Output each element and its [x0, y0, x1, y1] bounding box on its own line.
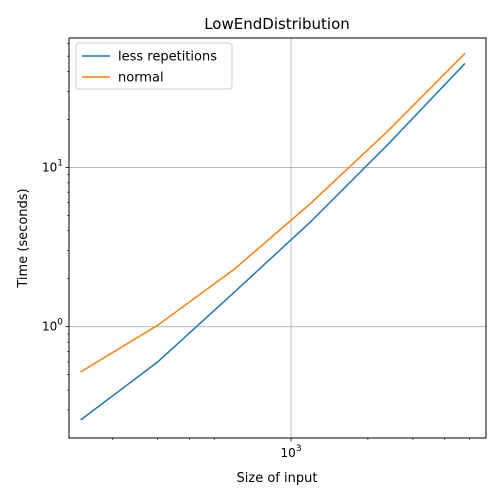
legend-box [75, 42, 233, 90]
x-tick-label: 103 [281, 444, 302, 460]
legend: less repetitions normal [75, 42, 233, 90]
series-lines [80, 52, 466, 421]
y-tick-label: 100 [42, 318, 63, 334]
series-line-0 [80, 62, 466, 421]
plot-frame [68, 37, 487, 439]
y-axis-title: Time (seconds) [16, 188, 31, 288]
chart-title: LowEndDistribution [204, 15, 350, 33]
legend-label: less repetitions [118, 50, 217, 65]
y-tick-label: 101 [42, 158, 63, 174]
axis-ticks: 103 100 101 [42, 43, 470, 460]
grid [69, 38, 486, 438]
legend-label: normal [118, 71, 164, 86]
x-axis-title: Size of input [237, 471, 318, 486]
series-line-1 [80, 52, 466, 373]
